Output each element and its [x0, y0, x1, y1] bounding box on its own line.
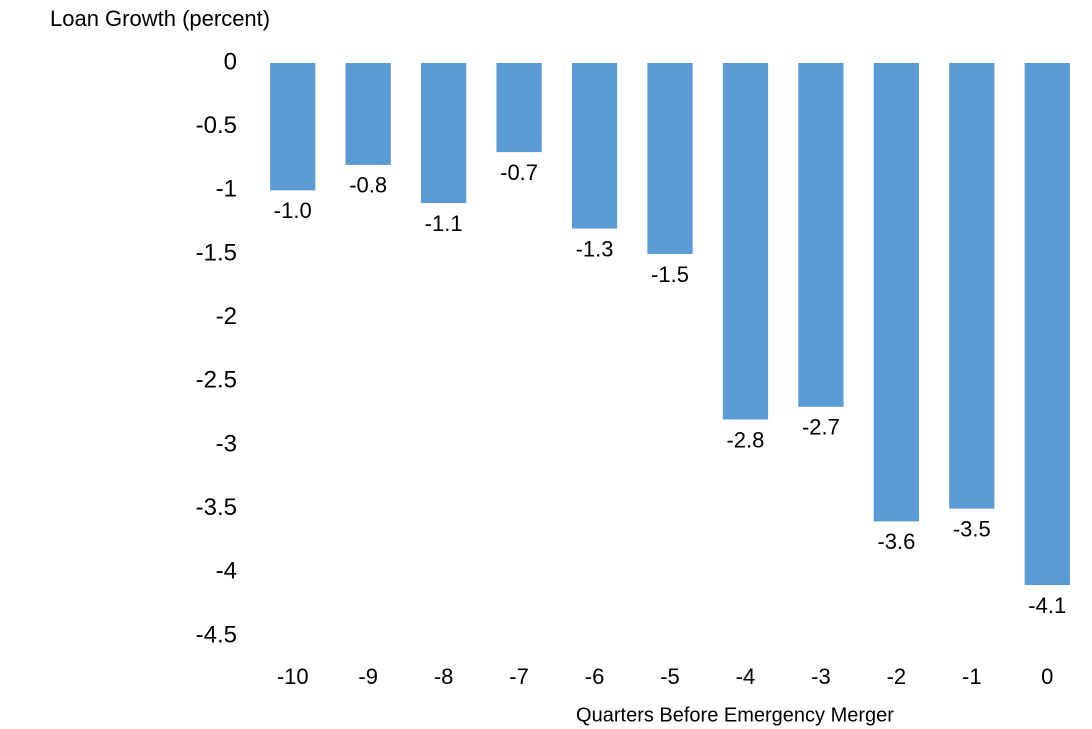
value-label: -2.7 [802, 415, 840, 440]
x-tick-label: -3 [811, 664, 831, 689]
value-label: -2.8 [726, 427, 764, 452]
y-tick-label: -1 [216, 176, 237, 203]
bar [873, 63, 919, 522]
bar [1024, 63, 1070, 586]
x-tick-label: -5 [660, 664, 680, 689]
chart-title: Loan Growth (percent) [50, 6, 270, 31]
value-label: -3.5 [953, 516, 991, 541]
y-tick-label: -3 [216, 430, 237, 457]
value-label: -4.1 [1028, 593, 1066, 618]
y-tick-label: -4.5 [196, 621, 237, 648]
bar [421, 63, 467, 204]
y-tick-label: -2 [216, 303, 237, 330]
value-label: -3.6 [877, 529, 915, 554]
bar [571, 63, 618, 229]
x-tick-label: -8 [434, 664, 454, 689]
value-label: -1.5 [651, 262, 689, 287]
x-axis-label: Quarters Before Emergency Merger [576, 704, 894, 726]
y-tick-label: -4 [216, 558, 237, 585]
x-tick-label: -2 [887, 664, 907, 689]
y-tick-label: -0.5 [196, 112, 237, 139]
x-tick-label: -4 [736, 664, 756, 689]
bar [722, 63, 769, 420]
y-tick-label: -1.5 [196, 239, 237, 266]
bar [949, 63, 995, 509]
y-tick-label: 0 [224, 48, 237, 75]
x-tick-label: 0 [1041, 664, 1053, 689]
value-label: -1.0 [274, 198, 312, 223]
value-label: -1.3 [576, 236, 614, 261]
bar [270, 63, 316, 191]
y-tick-label: -3.5 [196, 494, 237, 521]
bar [496, 63, 542, 153]
x-tick-label: -9 [358, 664, 378, 689]
bar [345, 63, 391, 165]
value-label: -0.8 [349, 173, 387, 198]
value-label: -1.1 [425, 211, 463, 236]
bar [647, 63, 693, 254]
x-tick-label: -1 [962, 664, 982, 689]
x-tick-label: -10 [277, 664, 309, 689]
x-tick-label: -7 [509, 664, 529, 689]
x-tick-label: -6 [585, 664, 605, 689]
bar [798, 63, 844, 407]
y-tick-label: -2.5 [196, 367, 237, 394]
value-label: -0.7 [500, 160, 538, 185]
